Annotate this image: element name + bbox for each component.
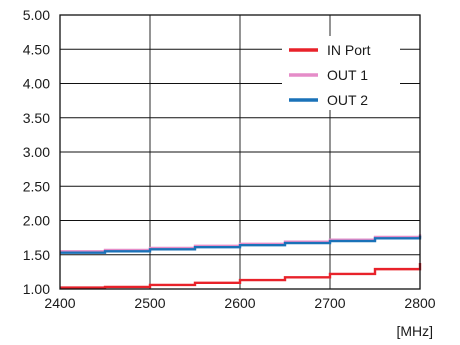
- legend-label: IN Port: [327, 42, 371, 58]
- y-tick-label: 1.00: [23, 281, 50, 297]
- series-line-in-port: [60, 262, 422, 289]
- series-line-out-2: [60, 235, 422, 254]
- plot-frame: [59, 14, 421, 290]
- y-tick-label: 3.00: [23, 144, 50, 160]
- y-tick-label: 1.50: [23, 247, 50, 263]
- y-tick-label: 4.50: [23, 41, 50, 57]
- y-tick-label: 2.50: [23, 178, 50, 194]
- x-tick-label: 2600: [224, 295, 255, 311]
- x-tick-labels: 2400 2500 2600 2700 2800: [44, 295, 435, 311]
- x-unit-label: [MHz]: [396, 323, 433, 339]
- legend-label: OUT 1: [327, 67, 368, 83]
- data-series: [60, 234, 422, 289]
- x-tick-label: 2500: [134, 295, 165, 311]
- y-tick-label: 4.00: [23, 76, 50, 92]
- legend-label: OUT 2: [327, 92, 368, 108]
- y-tick-label: 2.00: [23, 213, 50, 229]
- x-tick-label: 2800: [404, 295, 435, 311]
- y-tick-label: 5.00: [23, 7, 50, 23]
- legend: IN Port OUT 1 OUT 2: [282, 36, 400, 110]
- y-tick-labels: 1.00 1.50 2.00 2.50 3.00 3.50 4.00 4.50 5.00: [23, 7, 50, 297]
- x-tick-label: 2700: [314, 295, 345, 311]
- y-tick-label: 3.50: [23, 110, 50, 126]
- x-tick-label: 2400: [44, 295, 75, 311]
